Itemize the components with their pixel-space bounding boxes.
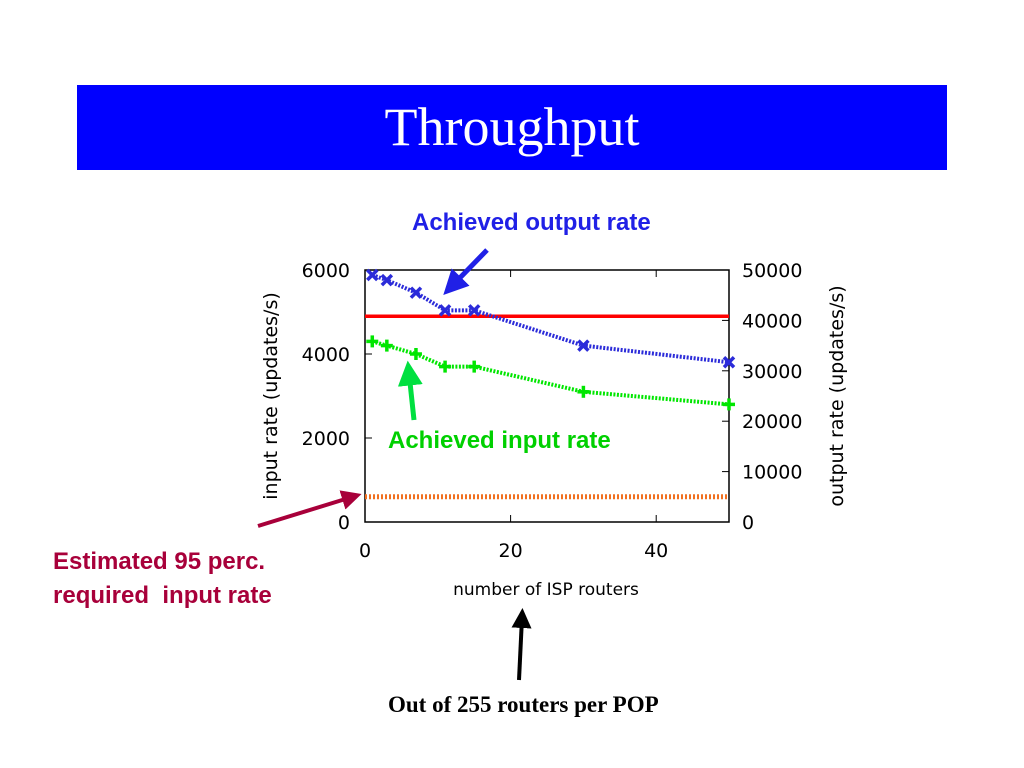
y-right-tick-label: 50000 (742, 260, 802, 282)
input-data-point (409, 348, 422, 360)
chart-lines (365, 273, 730, 500)
y-left-tick-label: 0 (338, 512, 350, 534)
slide-title: Throughput (384, 97, 640, 157)
axis-ticks: 0 20 40 0 2000 4000 6000 0 10000 20000 30000 40000 5… (302, 260, 803, 562)
x-axis-label: number of ISP routers (453, 580, 639, 600)
required-rate-line1: Estimated 95 perc. (53, 548, 266, 575)
footnote: Out of 255 routers per POP (388, 692, 659, 717)
input-data-point (577, 385, 590, 398)
y-right-tick-label: 20000 (742, 411, 802, 433)
y-left-tick-label: 2000 (302, 428, 350, 450)
x-tick-label: 40 (644, 540, 668, 562)
input-series-line (371, 339, 730, 407)
title-bar: Throughput (77, 85, 947, 170)
output-data-point (467, 304, 481, 317)
y-axis-left-label: input rate (updates/s) (260, 292, 282, 500)
marker-stroke (467, 304, 481, 317)
y-right-tick-label: 30000 (742, 361, 802, 383)
input-data-point (366, 335, 379, 348)
output-data-point (722, 355, 736, 369)
y-right-tick-label: 40000 (742, 310, 802, 332)
marker-stroke (438, 304, 452, 317)
x-tick-label: 20 (499, 540, 523, 562)
chart-markers (366, 268, 736, 411)
input-data-point (439, 360, 452, 373)
input-data-point (468, 360, 481, 373)
y-left-tick-label: 4000 (302, 344, 350, 366)
required-arrow (257, 490, 362, 528)
y-right-tick-label: 10000 (742, 462, 802, 484)
required-rate-annotation: Estimated 95 perc. required input rate (53, 545, 272, 613)
output-series-line (371, 273, 730, 365)
input-data-point (380, 339, 393, 352)
marker-stroke (577, 339, 590, 352)
output-data-point (366, 268, 379, 282)
marker-stroke (722, 355, 736, 369)
marker-stroke (366, 268, 379, 282)
y-right-tick-label: 0 (742, 512, 754, 534)
output-arrow (443, 248, 489, 295)
marker-stroke (380, 273, 394, 287)
input-rate-annotation: Achieved input rate (388, 427, 611, 454)
required-rate-line2: required input rate (53, 582, 272, 609)
output-data-point (577, 339, 590, 352)
output-data-point (380, 273, 394, 287)
output-data-point (438, 304, 452, 317)
marker-stroke (409, 286, 423, 299)
footnote-arrow (511, 608, 532, 681)
plot-frame (364, 269, 730, 523)
input-data-point (723, 398, 735, 411)
output-data-point (409, 286, 423, 299)
y-axis-right-label: output rate (updates/s) (826, 285, 848, 506)
input-arrow (397, 360, 423, 421)
output-rate-annotation: Achieved output rate (412, 209, 651, 236)
y-left-tick-label: 6000 (302, 260, 350, 282)
x-tick-label: 0 (359, 540, 371, 562)
